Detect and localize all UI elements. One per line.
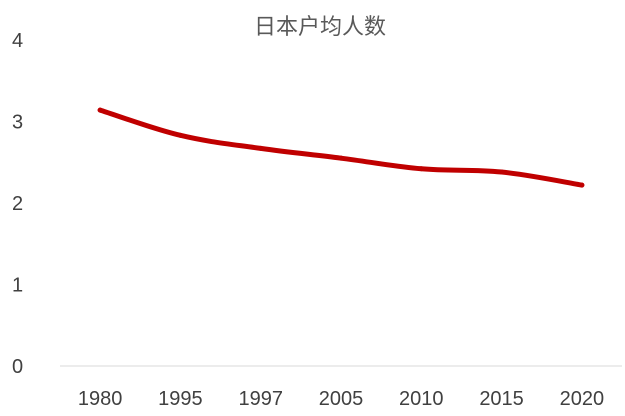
data-point <box>418 166 424 172</box>
chart-title: 日本户均人数 <box>254 15 386 40</box>
x-tick-label: 1995 <box>158 388 203 410</box>
y-tick-label: 3 <box>12 112 23 134</box>
series-layer <box>97 107 585 188</box>
x-tick-label: 1980 <box>78 388 123 410</box>
y-tick-label: 0 <box>12 356 23 378</box>
x-axis-labels: 1980 1995 1997 2005 2010 2015 2020 <box>78 388 604 410</box>
y-tick-label: 1 <box>12 275 23 297</box>
series-line <box>97 107 585 188</box>
x-tick-label: 2005 <box>319 388 364 410</box>
y-tick-label: 4 <box>12 30 23 52</box>
data-point <box>258 145 264 151</box>
data-point <box>177 132 183 138</box>
x-tick-label: 1997 <box>238 388 283 410</box>
y-tick-label: 2 <box>12 193 23 215</box>
data-point <box>499 169 505 175</box>
x-tick-label: 2020 <box>560 388 605 410</box>
data-point <box>97 107 103 113</box>
data-point <box>338 155 344 161</box>
y-axis-labels: 0 1 2 3 4 <box>12 30 23 378</box>
x-tick-label: 2015 <box>479 388 524 410</box>
data-point <box>579 182 585 188</box>
x-tick-label: 2010 <box>399 388 444 410</box>
